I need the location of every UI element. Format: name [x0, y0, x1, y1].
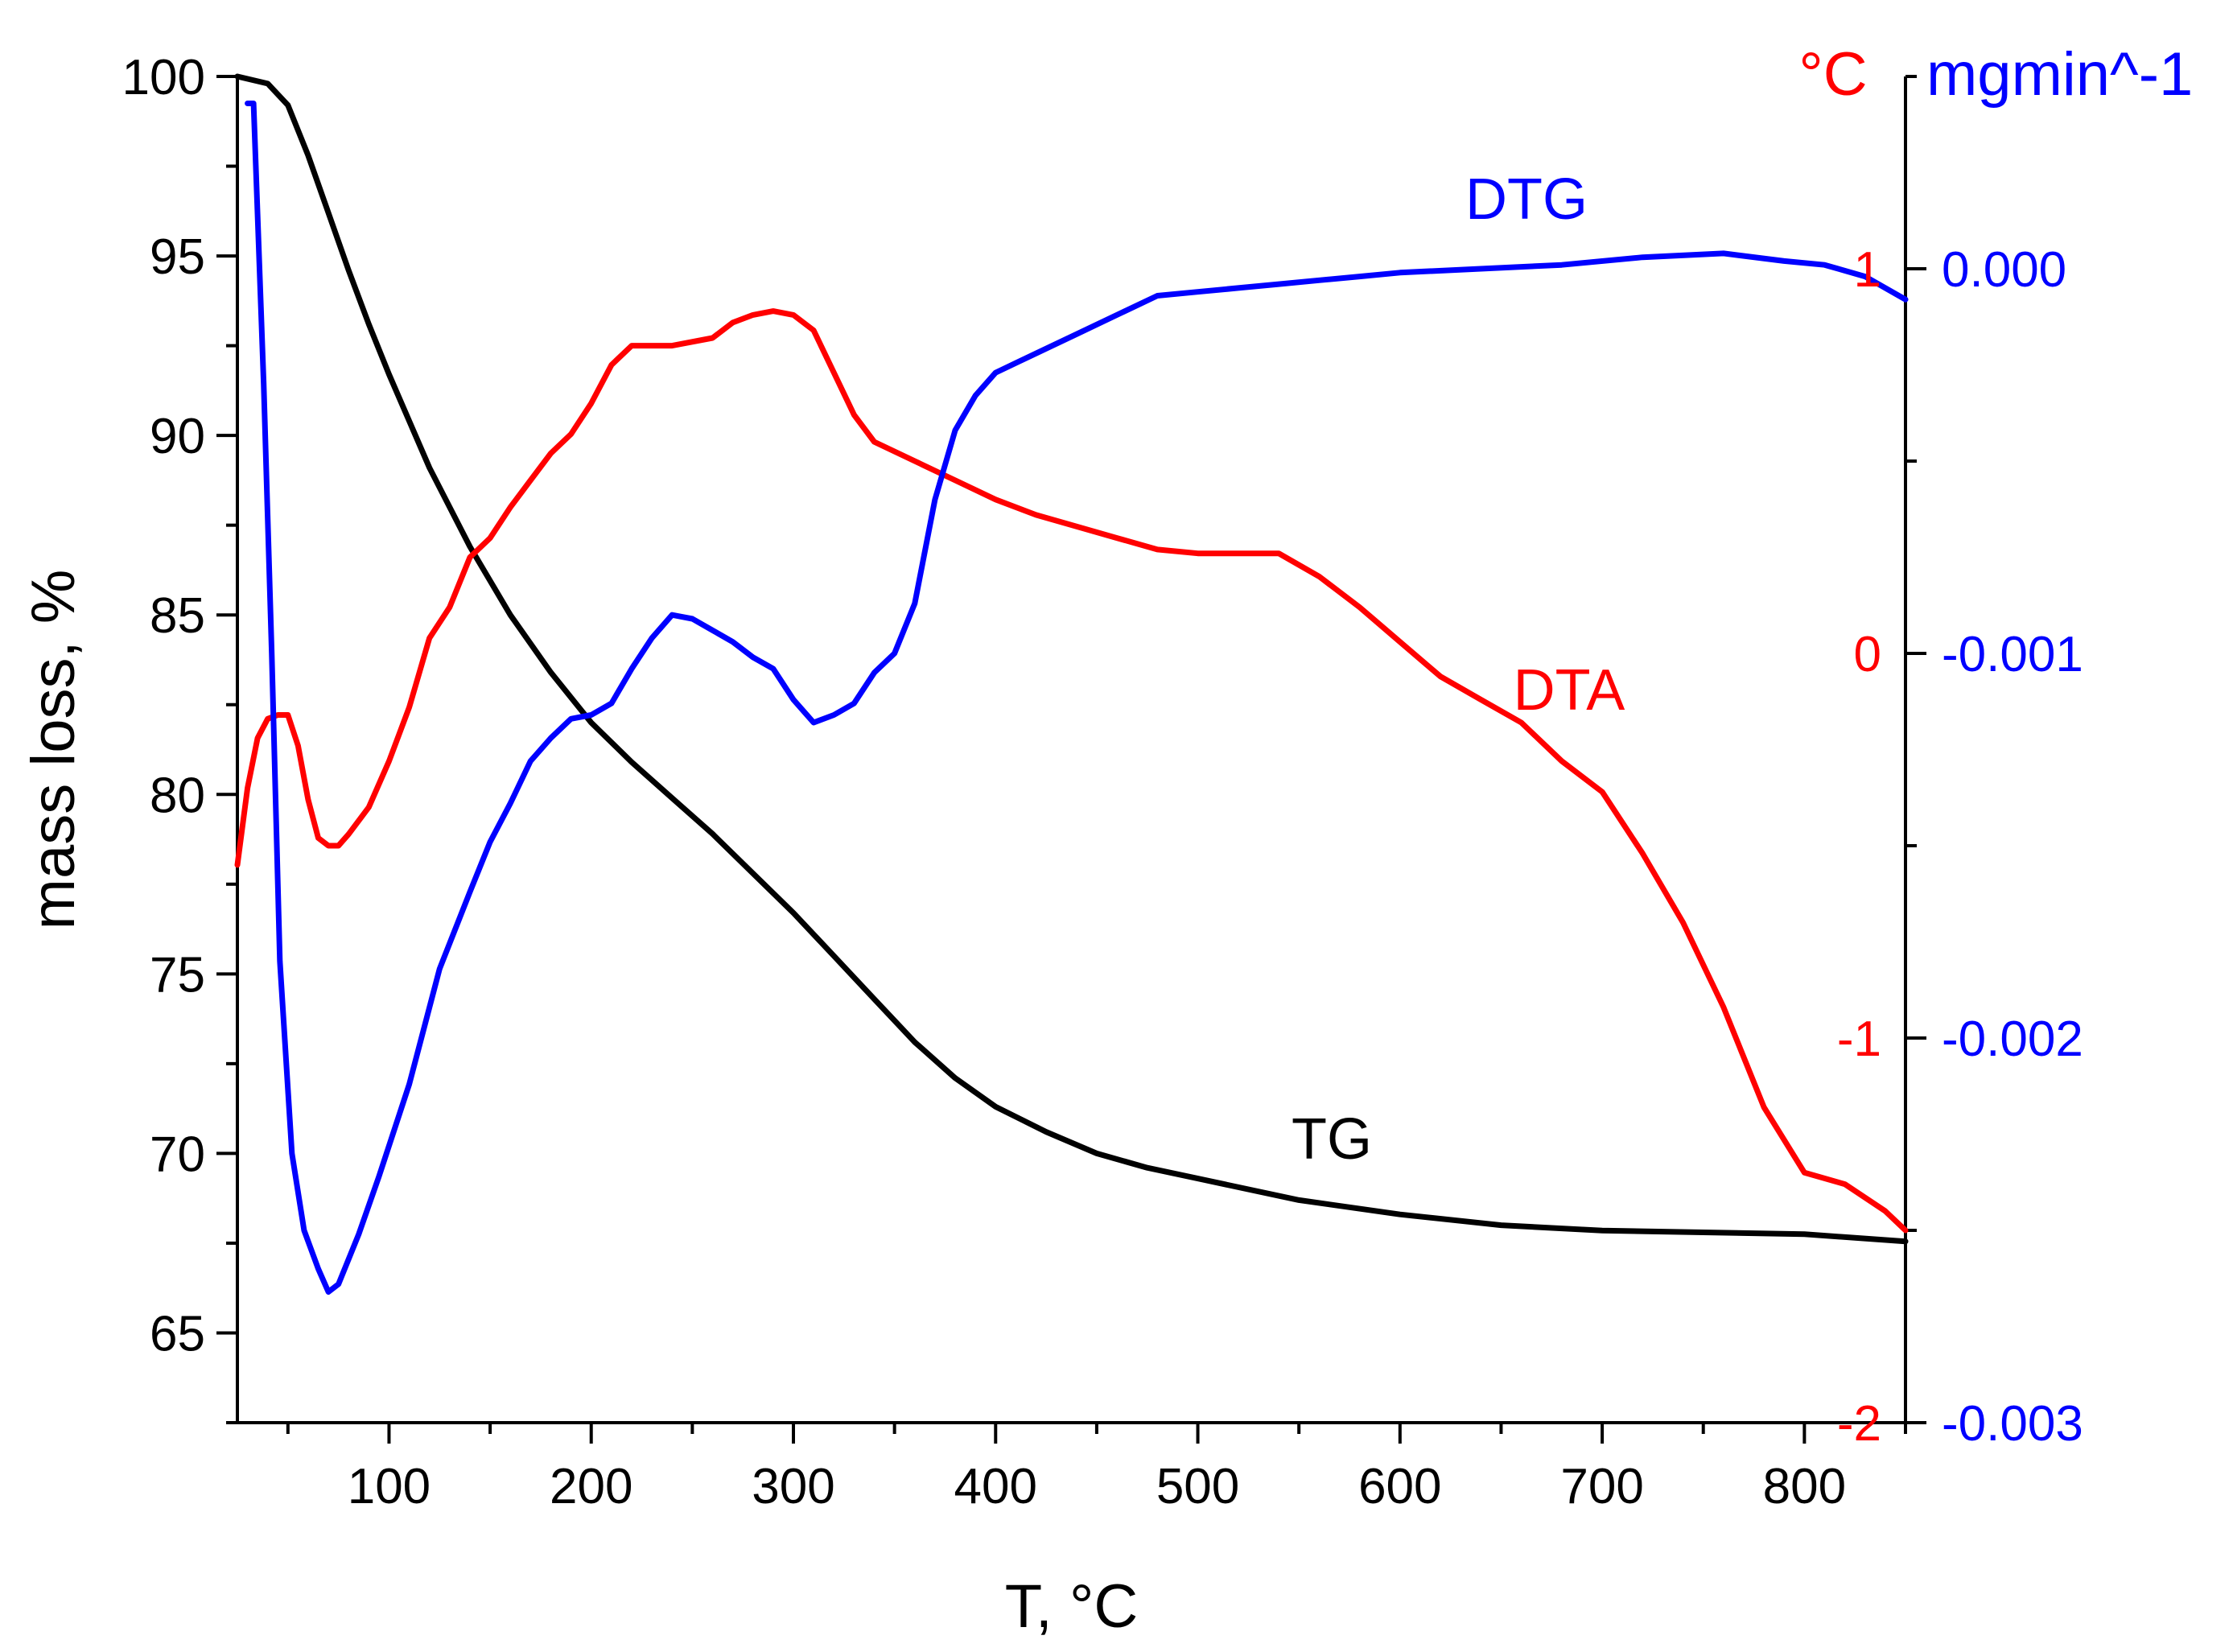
series-line-dta: [234, 308, 1909, 1234]
left-tick-label: 80: [150, 768, 205, 823]
left-tick-label: 100: [122, 50, 205, 105]
dtg-unit-label: mgmin^-1: [1926, 40, 2193, 109]
dtg-tick-label: 0.000: [1942, 242, 2066, 298]
left-tick-label: 65: [150, 1306, 205, 1362]
dtg-tick-label: -0.003: [1942, 1396, 2083, 1452]
series-line-tg: [234, 73, 1909, 1245]
x-tick-label: 100: [348, 1459, 431, 1514]
x-tick-label: 600: [1358, 1459, 1441, 1514]
x-axis-title: T, °C: [1005, 1572, 1139, 1641]
x-tick-label: 400: [954, 1459, 1037, 1514]
series-label-tg: TG: [1292, 1107, 1372, 1172]
dta-tick-label: -2: [1837, 1396, 1881, 1452]
x-tick-label: 500: [1156, 1459, 1239, 1514]
left-tick-label: 90: [150, 409, 205, 464]
x-tick-label: 700: [1560, 1459, 1643, 1514]
series-line-dtg: [245, 101, 1909, 1295]
dta-tick-label: 0: [1854, 627, 1881, 682]
left-tick-label: 95: [150, 229, 205, 285]
dtg-tick-label: -0.002: [1942, 1011, 2083, 1067]
left-tick-label: 85: [150, 588, 205, 644]
dta-unit-label: °C: [1798, 40, 1867, 109]
dta-tick-label: -1: [1837, 1011, 1881, 1067]
labels-layer: 100 200 300 400 500 600 700 8006570758085909510…: [19, 40, 2193, 1641]
series-label-dta: DTA: [1514, 658, 1625, 723]
left-tick-label: 75: [150, 947, 205, 1003]
x-tick-label: 800: [1763, 1459, 1846, 1514]
series-layer: [234, 73, 1909, 1295]
x-tick-label: 300: [752, 1459, 834, 1514]
axes-layer: [216, 75, 1926, 1444]
left-tick-label: 70: [150, 1127, 205, 1182]
series-label-dtg: DTG: [1465, 167, 1588, 232]
dta-tick-label: 1: [1854, 242, 1881, 298]
left-axis-title: mass loss, %: [19, 570, 88, 930]
x-tick-label: 200: [550, 1459, 632, 1514]
dtg-tick-label: -0.001: [1942, 627, 2083, 682]
